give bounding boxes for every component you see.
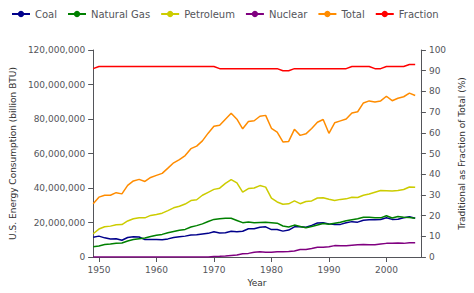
svg-text:100,000,000: 100,000,000 bbox=[28, 80, 86, 90]
svg-text:0: 0 bbox=[429, 252, 435, 262]
svg-text:60: 60 bbox=[429, 128, 441, 138]
svg-text:1970: 1970 bbox=[202, 265, 225, 275]
svg-text:Year: Year bbox=[247, 278, 267, 288]
svg-text:120,000,000: 120,000,000 bbox=[28, 45, 86, 55]
svg-text:1980: 1980 bbox=[260, 265, 283, 275]
svg-text:2000: 2000 bbox=[375, 265, 398, 275]
svg-text:30: 30 bbox=[429, 190, 441, 200]
svg-text:1950: 1950 bbox=[87, 265, 110, 275]
svg-text:Natural Gas: Natural Gas bbox=[91, 9, 150, 20]
svg-text:Fraction: Fraction bbox=[399, 9, 439, 20]
svg-text:U.S. Energy Consumption (billi: U.S. Energy Consumption (billion BTU) bbox=[8, 67, 18, 240]
svg-text:20,000,000: 20,000,000 bbox=[34, 218, 86, 228]
svg-text:Coal: Coal bbox=[35, 9, 57, 20]
svg-text:0: 0 bbox=[79, 252, 85, 262]
svg-text:60,000,000: 60,000,000 bbox=[34, 149, 86, 159]
svg-text:40,000,000: 40,000,000 bbox=[34, 183, 86, 193]
svg-text:Traditional as Fraction of Tot: Traditional as Fraction of Total (%) bbox=[457, 77, 467, 231]
svg-text:50: 50 bbox=[429, 149, 441, 159]
svg-text:40: 40 bbox=[429, 169, 441, 179]
svg-text:90: 90 bbox=[429, 66, 441, 76]
svg-text:Total: Total bbox=[340, 9, 364, 20]
svg-text:70: 70 bbox=[429, 107, 441, 117]
svg-text:10: 10 bbox=[429, 231, 441, 241]
svg-text:20: 20 bbox=[429, 211, 441, 221]
svg-text:80,000,000: 80,000,000 bbox=[34, 114, 86, 124]
svg-text:1960: 1960 bbox=[145, 265, 168, 275]
svg-text:Nuclear: Nuclear bbox=[269, 9, 308, 20]
svg-text:80: 80 bbox=[429, 86, 441, 96]
svg-text:Petroleum: Petroleum bbox=[184, 9, 235, 20]
svg-text:100: 100 bbox=[429, 45, 446, 55]
svg-text:1990: 1990 bbox=[317, 265, 340, 275]
